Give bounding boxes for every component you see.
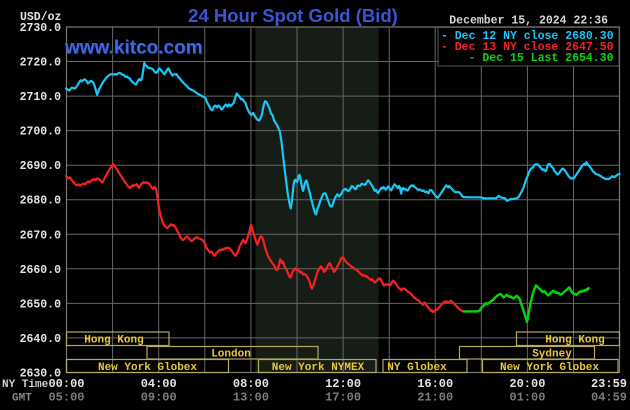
svg-text:2660.0: 2660.0 bbox=[20, 264, 62, 277]
svg-text:23:59: 23:59 bbox=[591, 377, 627, 391]
svg-text:- Dec 12 NY close 2680.30: - Dec 12 NY close 2680.30 bbox=[441, 30, 614, 43]
svg-text:USD/oz: USD/oz bbox=[20, 11, 62, 24]
svg-text:- Dec 13 NY close 2647.50: - Dec 13 NY close 2647.50 bbox=[441, 41, 614, 54]
svg-text:04:59: 04:59 bbox=[591, 391, 627, 405]
svg-text:New York Globex: New York Globex bbox=[98, 362, 197, 374]
svg-text:2640.0: 2640.0 bbox=[20, 333, 62, 346]
svg-text:2680.0: 2680.0 bbox=[20, 195, 62, 208]
svg-text:NY Time: NY Time bbox=[2, 379, 49, 391]
svg-text:2670.0: 2670.0 bbox=[20, 229, 62, 242]
svg-text:London: London bbox=[211, 349, 251, 361]
svg-text:20:00: 20:00 bbox=[509, 377, 545, 391]
svg-text:2710.0: 2710.0 bbox=[20, 91, 62, 104]
svg-text:Hong Kong: Hong Kong bbox=[84, 335, 143, 347]
svg-text:Sydney: Sydney bbox=[532, 349, 572, 361]
svg-text:GMT: GMT bbox=[12, 393, 32, 405]
svg-text:New York NYMEX: New York NYMEX bbox=[272, 362, 365, 374]
svg-text:01:00: 01:00 bbox=[509, 391, 545, 405]
svg-text:09:00: 09:00 bbox=[141, 391, 177, 405]
svg-text:New York Globex: New York Globex bbox=[500, 362, 599, 374]
svg-text:2650.0: 2650.0 bbox=[20, 298, 62, 311]
svg-text:Hong Kong: Hong Kong bbox=[545, 335, 604, 347]
svg-text:2720.0: 2720.0 bbox=[20, 57, 62, 70]
svg-text:21:00: 21:00 bbox=[417, 391, 453, 405]
svg-text:2690.0: 2690.0 bbox=[20, 160, 62, 173]
svg-text:www.kitco.com: www.kitco.com bbox=[64, 38, 203, 59]
svg-text:05:00: 05:00 bbox=[48, 391, 84, 405]
svg-text:2630.0: 2630.0 bbox=[20, 368, 62, 381]
svg-text:12:00: 12:00 bbox=[325, 377, 361, 391]
svg-text:13:00: 13:00 bbox=[233, 391, 269, 405]
svg-text:16:00: 16:00 bbox=[417, 377, 453, 391]
svg-text:08:00: 08:00 bbox=[233, 377, 269, 391]
svg-text:00:00: 00:00 bbox=[48, 377, 84, 391]
svg-text:17:00: 17:00 bbox=[325, 391, 361, 405]
svg-text:NY Globex: NY Globex bbox=[387, 362, 447, 374]
svg-text:2700.0: 2700.0 bbox=[20, 126, 62, 139]
svg-text:24 Hour Spot Gold (Bid): 24 Hour Spot Gold (Bid) bbox=[188, 5, 398, 26]
svg-text:December 15, 2024 22:36: December 15, 2024 22:36 bbox=[449, 15, 608, 28]
svg-text:2730.0: 2730.0 bbox=[20, 22, 62, 35]
svg-text:04:00: 04:00 bbox=[141, 377, 177, 391]
svg-text:- Dec 15 Last 2654.30: - Dec 15 Last 2654.30 bbox=[469, 52, 614, 65]
